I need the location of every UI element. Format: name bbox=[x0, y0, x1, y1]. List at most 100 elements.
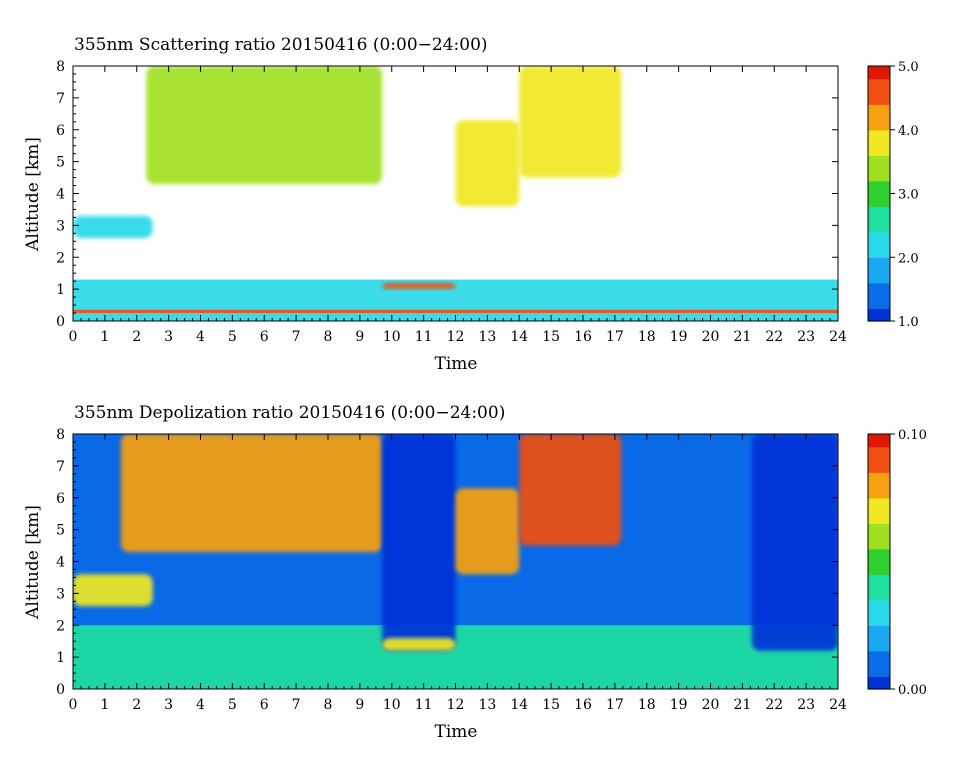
scattering-x-tick-label: 18 bbox=[638, 329, 656, 345]
scattering-x-tick-label: 23 bbox=[797, 329, 815, 345]
depolarization-colorbar-step bbox=[868, 667, 890, 673]
scattering-y-tick-label: 7 bbox=[56, 91, 65, 107]
scattering-y-tick-label: 4 bbox=[56, 187, 65, 203]
scattering-x-tick-label: 11 bbox=[415, 329, 433, 345]
scattering-x-tick-label: 22 bbox=[765, 329, 783, 345]
depolarization-colorbar-step bbox=[868, 672, 890, 677]
scattering-x-tick-label: 21 bbox=[733, 329, 751, 345]
depolarization-colorbar-step bbox=[868, 655, 890, 660]
depolarization-y-tick-label: 5 bbox=[56, 523, 65, 539]
depolarization-x-tick-label: 7 bbox=[292, 697, 301, 713]
scattering-colorbar-step bbox=[868, 227, 890, 233]
depolarization-colorbar-step bbox=[868, 553, 890, 558]
scattering-colorbar-step bbox=[868, 185, 890, 190]
depolarization-feature-6 bbox=[455, 488, 520, 575]
scattering-colorbar-step bbox=[868, 282, 890, 288]
depolarization-colorbar-tick-label: 0.00 bbox=[898, 683, 927, 698]
scattering-features bbox=[73, 66, 838, 321]
scattering-heatmap-area bbox=[73, 66, 838, 321]
scattering-colorbar-step bbox=[868, 274, 890, 280]
depolarization-colorbar: 0.00 0.10 bbox=[867, 428, 927, 698]
depolarization-x-tick-label: 17 bbox=[606, 697, 624, 713]
scattering-colorbar-step bbox=[868, 91, 890, 97]
depolarization-x-tick-label: 21 bbox=[733, 697, 751, 713]
scattering-colorbar-step bbox=[868, 223, 890, 229]
scattering-x-tick-label: 20 bbox=[702, 329, 720, 345]
scattering-colorbar-step bbox=[868, 70, 890, 76]
depolarization-colorbar-step bbox=[868, 527, 890, 533]
depolarization-x-tick-label: 14 bbox=[510, 697, 528, 713]
depolarization-colorbar-step bbox=[868, 642, 890, 648]
scattering-x-tick-label: 0 bbox=[69, 329, 78, 345]
depolarization-colorbar-step bbox=[868, 616, 890, 622]
scattering-colorbar-step bbox=[868, 231, 890, 237]
scattering-colorbar-step bbox=[868, 278, 890, 284]
depolarization-x-axis-label: Time bbox=[435, 722, 478, 742]
depolarization-colorbar-step bbox=[868, 591, 890, 597]
scattering-x-axis: 0 1 2 3 4 5 6 7 8 9 10 11 12 13 14 15 16 17 18 19 20 21 22 23 24 bbox=[69, 66, 847, 345]
depolarization-colorbar-step bbox=[868, 480, 890, 486]
depolarization-x-axis: 0 1 2 3 4 5 6 7 8 9 10 11 12 13 14 15 16 17 18 19 20 21 22 23 24 bbox=[69, 434, 847, 713]
depolarization-colorbar-step bbox=[868, 463, 890, 469]
depolarization-feature-2 bbox=[73, 574, 153, 607]
scattering-colorbar-step bbox=[868, 121, 890, 127]
depolarization-colorbar-step bbox=[868, 574, 890, 580]
depolarization-feature-5 bbox=[382, 638, 456, 651]
depolarization-y-tick-label: 0 bbox=[56, 682, 65, 698]
depolarization-colorbar-step bbox=[868, 633, 890, 639]
depolarization-x-tick-label: 9 bbox=[355, 697, 364, 713]
depolarization-colorbar-step bbox=[868, 646, 890, 652]
depolarization-x-tick-label: 5 bbox=[228, 697, 237, 713]
scattering-colorbar-step bbox=[868, 304, 890, 309]
scattering-x-tick-label: 6 bbox=[260, 329, 269, 345]
depolarization-colorbar-step bbox=[868, 536, 890, 541]
scattering-x-tick-label: 2 bbox=[132, 329, 141, 345]
scattering-x-tick-label: 15 bbox=[542, 329, 560, 345]
depolarization-colorbar-step bbox=[868, 502, 890, 507]
depolarization-colorbar-step bbox=[868, 595, 890, 601]
depolarization-x-tick-label: 11 bbox=[415, 697, 433, 713]
depolarization-y-tick-label: 1 bbox=[56, 650, 65, 666]
depolarization-colorbar-step bbox=[868, 659, 890, 665]
depolarization-x-tick-label: 19 bbox=[670, 697, 688, 713]
depolarization-colorbar-step bbox=[868, 510, 890, 516]
scattering-colorbar-step bbox=[868, 312, 890, 318]
scattering-y-axis: 0 1 2 3 4 5 6 7 8 bbox=[56, 59, 838, 330]
scattering-x-tick-label: 1 bbox=[100, 329, 109, 345]
depolarization-colorbar-step bbox=[868, 434, 890, 439]
scattering-y-tick-label: 6 bbox=[56, 123, 65, 139]
scattering-x-tick-label: 7 bbox=[292, 329, 301, 345]
scattering-x-tick-label: 12 bbox=[447, 329, 465, 345]
depolarization-x-tick-label: 3 bbox=[164, 697, 173, 713]
depolarization-colorbar-step bbox=[868, 442, 890, 448]
scattering-y-tick-label: 8 bbox=[56, 59, 65, 75]
depolarization-colorbar-step bbox=[868, 625, 890, 631]
depolarization-y-tick-label: 2 bbox=[56, 618, 65, 634]
scattering-colorbar-step bbox=[868, 193, 890, 199]
depolarization-colorbar-step bbox=[868, 629, 890, 635]
depolarization-colorbar-step bbox=[868, 604, 890, 609]
depolarization-y-tick-label: 6 bbox=[56, 491, 65, 507]
scattering-colorbar-step bbox=[868, 214, 890, 220]
scattering-colorbar-step bbox=[868, 108, 890, 114]
scattering-colorbar-step bbox=[868, 236, 890, 241]
depolarization-x-tick-label: 13 bbox=[478, 697, 496, 713]
scattering-colorbar-step bbox=[868, 197, 890, 203]
depolarization-colorbar-step bbox=[868, 438, 890, 444]
scattering-colorbar-step bbox=[868, 270, 890, 275]
scattering-x-tick-label: 10 bbox=[383, 329, 401, 345]
depolarization-colorbar-step bbox=[868, 582, 890, 588]
scattering-colorbar-step bbox=[868, 112, 890, 118]
depolarization-colorbar-step bbox=[868, 523, 890, 529]
depolarization-colorbar-step bbox=[868, 476, 890, 482]
scattering-x-tick-label: 5 bbox=[228, 329, 237, 345]
scattering-colorbar-step bbox=[868, 151, 890, 156]
depolarization-colorbar-step bbox=[868, 493, 890, 499]
depolarization-y-tick-label: 8 bbox=[56, 427, 65, 443]
depolarization-colorbar-frame bbox=[867, 433, 891, 690]
depolarization-colorbar-step bbox=[868, 531, 890, 537]
depolarization-x-tick-label: 16 bbox=[574, 697, 592, 713]
depolarization-x-tick-label: 15 bbox=[542, 697, 560, 713]
scattering-x-tick-label: 17 bbox=[606, 329, 624, 345]
depolarization-colorbar-step bbox=[868, 578, 890, 584]
